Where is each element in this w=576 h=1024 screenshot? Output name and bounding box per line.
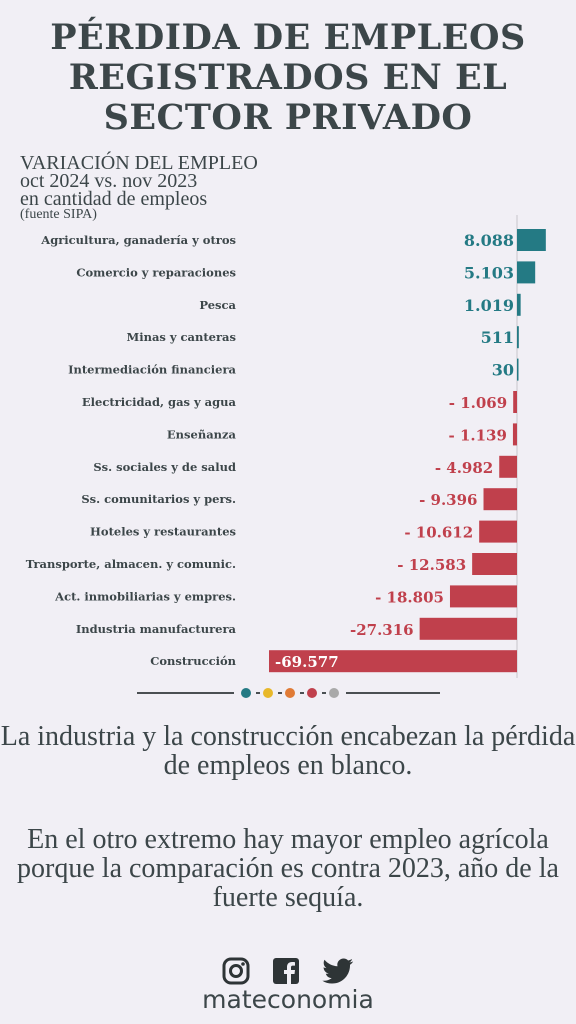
category-label: Pesca <box>199 298 236 312</box>
decorative-divider <box>137 686 440 700</box>
bar-chart: Agricultura, ganadería y otros 8.088 Comer… <box>26 215 546 678</box>
bar <box>512 423 517 446</box>
category-label: Ss. sociales y de salud <box>93 460 236 474</box>
value-label: - 1.139 <box>449 426 507 444</box>
paragraph-1: La industria y la construcción encabezan… <box>0 721 576 781</box>
value-label: 1.019 <box>464 296 514 315</box>
bar <box>269 650 517 673</box>
value-label: 30 <box>492 361 514 380</box>
value-label: - 1.069 <box>449 394 507 412</box>
divider-sep <box>256 692 260 694</box>
category-label: Agricultura, ganadería y otros <box>40 233 236 247</box>
facebook-icon[interactable] <box>272 957 300 989</box>
bar <box>517 229 546 251</box>
divider-sep <box>322 692 326 694</box>
value-label: - 10.612 <box>404 524 473 542</box>
chart-subtitle: VARIACIÓN DEL EMPLEO oct 2024 vs. nov 20… <box>20 152 258 222</box>
social-links <box>0 957 576 989</box>
title-line-2: REGISTRADOS EN EL <box>68 57 508 98</box>
category-label: Comercio y reparaciones <box>76 265 236 279</box>
category-label: Intermediación financiera <box>68 363 236 377</box>
twitter-icon[interactable] <box>322 957 354 989</box>
subtitle-line-2: oct 2024 vs. nov 2023 <box>20 170 198 192</box>
divider-line-left <box>137 692 234 694</box>
dot-gray <box>329 688 339 698</box>
subtitle-line-1: VARIACIÓN DEL EMPLEO <box>20 152 258 174</box>
bar <box>479 520 517 543</box>
category-label: Industria manufacturera <box>76 622 237 636</box>
value-label: -27.316 <box>350 621 414 639</box>
divider-sep <box>300 692 304 694</box>
subtitle-line-3: en cantidad de empleos <box>20 188 208 210</box>
category-label: Minas y canteras <box>126 330 236 344</box>
title-line-1: PÉRDIDA DE EMPLEOS <box>50 17 526 58</box>
instagram-icon[interactable] <box>222 957 250 989</box>
brand-name: mateconomia <box>202 985 374 1014</box>
category-label: Electricidad, gas y agua <box>82 395 237 409</box>
bar <box>419 617 517 640</box>
dot-teal <box>241 688 251 698</box>
category-label: Act. inmobiliarias y empres. <box>54 589 236 603</box>
value-label: -69.577 <box>275 653 339 671</box>
value-label: - 9.396 <box>419 491 477 509</box>
bar <box>449 585 517 608</box>
divider-sep <box>278 692 282 694</box>
category-label: Ss. comunitarios y pers. <box>81 492 236 506</box>
value-label: - 18.805 <box>375 588 444 606</box>
bar <box>513 391 517 413</box>
bar <box>517 293 521 316</box>
category-label: Transporte, almacen. y comunic. <box>26 557 236 571</box>
bar <box>517 261 536 284</box>
title-line-3: SECTOR PRIVADO <box>103 97 473 138</box>
page-title: PÉRDIDA DE EMPLEOS REGISTRADOS EN EL SEC… <box>0 18 576 138</box>
value-label: 5.103 <box>464 263 514 282</box>
value-label: - 12.583 <box>397 556 466 574</box>
category-label: Construcción <box>150 654 236 668</box>
value-label: 511 <box>481 328 514 347</box>
dot-red <box>307 688 317 698</box>
category-label: Hoteles y restaurantes <box>90 525 236 539</box>
value-label: - 4.982 <box>435 459 493 477</box>
bar <box>483 488 517 511</box>
value-label: 8.088 <box>464 231 514 250</box>
subtitle-source: (fuente SIPA) <box>20 207 97 222</box>
bar <box>517 326 519 349</box>
paragraph-2: En el otro extremo hay mayor empleo agrí… <box>17 824 559 913</box>
bar <box>472 553 517 575</box>
divider-line-right <box>346 692 440 694</box>
bar <box>499 455 517 478</box>
category-label: Enseñanza <box>167 427 237 441</box>
dot-orange <box>285 688 295 698</box>
bar <box>517 358 519 381</box>
dot-yellow <box>263 688 273 698</box>
